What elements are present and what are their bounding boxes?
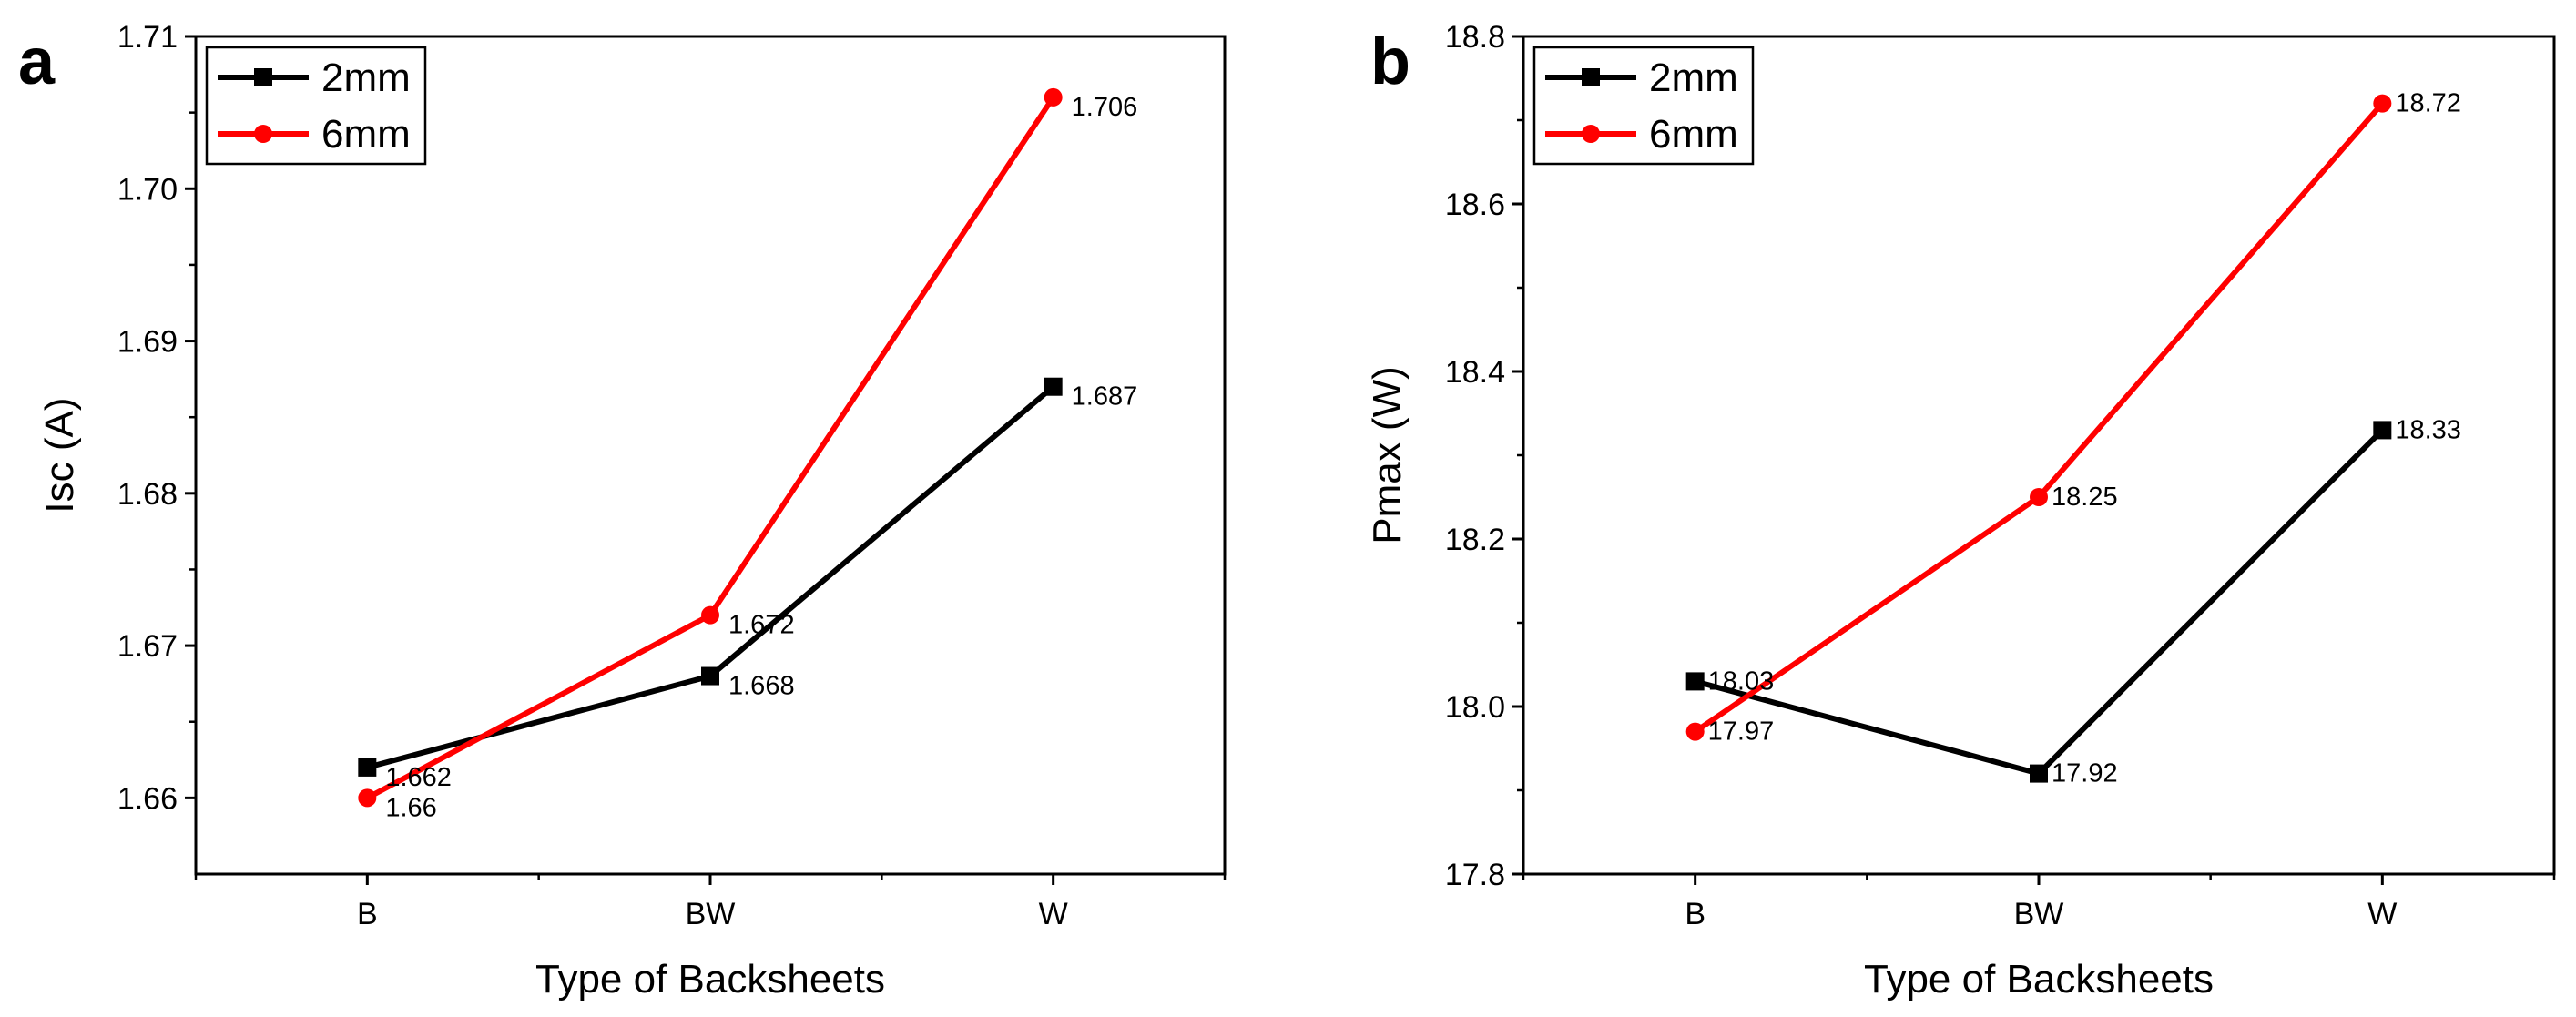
y-tick-label: 18.8 — [1445, 20, 1505, 55]
y-tick-label: 18.0 — [1445, 690, 1505, 725]
y-tick-label: 1.71 — [117, 20, 178, 55]
plot-frame — [194, 35, 1227, 876]
x-axis-title: Type of Backsheets — [1864, 957, 2214, 1002]
legend-marker-2mm — [1582, 68, 1600, 86]
series-line-2mm — [366, 384, 1055, 770]
data-label-2mm: 18.03 — [1708, 666, 1775, 696]
data-label-6mm: 18.25 — [2052, 483, 2118, 512]
series-line-6mm — [1693, 101, 2385, 735]
legend-label-6mm: 6mm — [321, 112, 411, 157]
data-point-2mm — [358, 758, 377, 777]
data-label-2mm: 18.33 — [2395, 415, 2461, 444]
data-point-6mm — [358, 788, 377, 808]
plot-frame — [1522, 35, 2556, 876]
legend-box — [205, 46, 427, 166]
y-tick-label: 1.66 — [117, 781, 178, 816]
data-label-2mm: 1.668 — [728, 672, 795, 701]
data-label-6mm: 1.706 — [1072, 93, 1138, 122]
data-label-2mm: 17.92 — [2052, 759, 2118, 788]
y-tick-label: 18.4 — [1445, 355, 1505, 390]
chart-panel-a: a 1.66 1.67 1.68 1.69 1.70 1.71 B BW W Type of Bac… — [18, 20, 1227, 1002]
chart-panel-b: b 17.8 18.0 18.2 18.4 18.6 18.8 B BW W Type of Bac… — [1365, 20, 2556, 1002]
data-point-6mm — [701, 605, 719, 625]
data-point-6mm — [1044, 87, 1063, 107]
y-tick-label: 17.8 — [1445, 858, 1505, 892]
data-point-2mm — [701, 666, 719, 686]
y-axis-title: Pmax (W) — [1365, 366, 1410, 544]
legend-label-2mm: 2mm — [321, 56, 411, 100]
series-line-2mm — [1694, 428, 2385, 777]
data-label-2mm: 1.687 — [1072, 382, 1138, 412]
legend-marker-6mm — [1582, 125, 1600, 143]
data-point-6mm — [2373, 94, 2392, 113]
x-tick-label: B — [357, 897, 378, 931]
data-point-2mm — [2373, 421, 2392, 440]
data-point-2mm — [1044, 377, 1063, 396]
panel-letter: a — [18, 25, 56, 98]
y-tick-label: 18.6 — [1445, 188, 1505, 222]
x-axis-title: Type of Backsheets — [535, 957, 885, 1002]
y-tick-label: 1.68 — [117, 477, 178, 512]
x-tick-label: BW — [686, 897, 736, 931]
data-label-6mm: 1.672 — [728, 611, 795, 640]
legend-marker-6mm — [254, 125, 272, 143]
y-tick-label: 1.70 — [117, 172, 178, 207]
y-tick-label: 1.67 — [117, 629, 178, 664]
y-axis-title: Isc (A) — [37, 397, 82, 513]
data-label-6mm: 18.72 — [2395, 89, 2461, 118]
legend-label-6mm: 6mm — [1649, 112, 1738, 157]
data-label-2mm: 1.662 — [385, 763, 452, 792]
x-tick-label: BW — [2014, 897, 2064, 931]
legend-label-2mm: 2mm — [1649, 56, 1738, 100]
y-tick-label: 18.2 — [1445, 523, 1505, 557]
data-label-6mm: 17.97 — [1708, 717, 1775, 747]
data-label-6mm: 1.66 — [385, 793, 436, 822]
x-tick-label: B — [1685, 897, 1705, 931]
data-point-2mm — [1685, 672, 1705, 691]
data-point-6mm — [2030, 488, 2048, 506]
x-tick-label: W — [2367, 897, 2397, 931]
data-point-2mm — [2030, 764, 2048, 783]
panel-letter: b — [1370, 25, 1410, 98]
series-line-6mm — [365, 96, 1056, 801]
legend-box — [1532, 46, 1755, 166]
y-tick-label: 1.69 — [117, 325, 178, 360]
x-tick-label: W — [1039, 897, 1068, 931]
data-point-6mm — [1685, 722, 1705, 741]
legend-marker-2mm — [254, 68, 272, 86]
